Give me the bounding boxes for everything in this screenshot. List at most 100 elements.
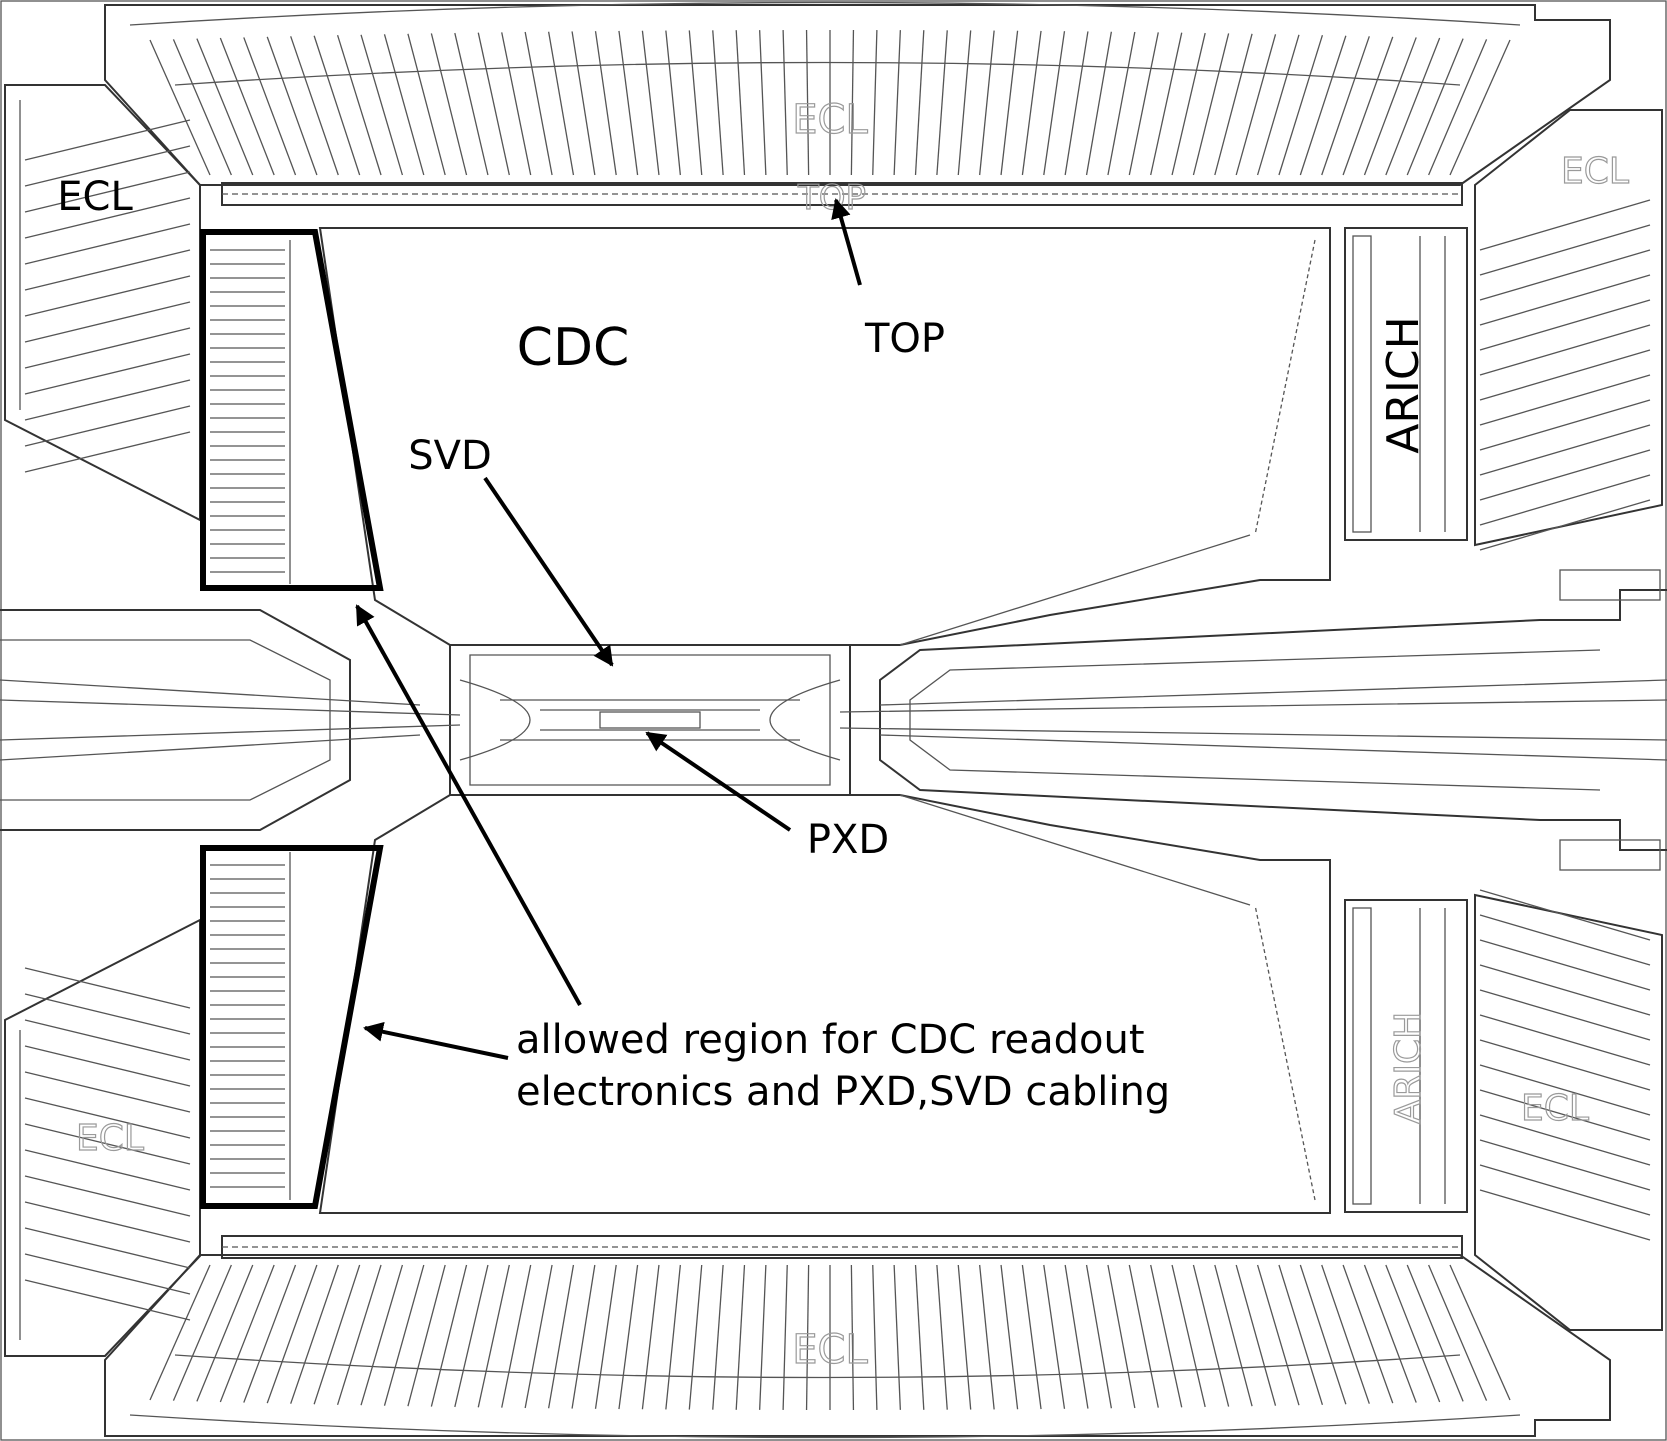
ecl-crystal bbox=[196, 38, 254, 176]
ecl-crystal bbox=[914, 1264, 925, 1410]
ecl-crystal bbox=[360, 34, 404, 176]
ecl-crystal bbox=[979, 30, 995, 176]
ecl-crystal bbox=[24, 171, 191, 213]
ecl-crystal bbox=[1085, 1264, 1113, 1409]
ecl-crystal bbox=[24, 379, 191, 421]
ecl-crystal bbox=[872, 1264, 878, 1410]
svd-label: SVD bbox=[408, 433, 492, 479]
ecl-crystal bbox=[243, 37, 297, 176]
ecl-crystal bbox=[872, 30, 878, 176]
beamline-left bbox=[0, 609, 461, 831]
ecl-crystal bbox=[688, 30, 703, 176]
lower-region-arrow bbox=[363, 1021, 509, 1060]
ecl-endcap-left-top bbox=[4, 84, 201, 522]
ecl-crystal bbox=[1479, 274, 1651, 326]
ecl-crystal bbox=[735, 1264, 746, 1410]
ecl-crystal bbox=[454, 32, 489, 176]
svd-arrow bbox=[483, 476, 614, 667]
ecl-crystal bbox=[1342, 1264, 1394, 1404]
ecl-crystal bbox=[1000, 1264, 1019, 1410]
ecl-crystal bbox=[24, 993, 191, 1035]
note-line2: electronics and PXD,SVD cabling bbox=[516, 1069, 1170, 1115]
ecl-crystal bbox=[618, 1264, 639, 1410]
ecl-crystal bbox=[1192, 33, 1230, 176]
ecl-crystal bbox=[712, 1264, 724, 1410]
ecl-crystal bbox=[1479, 1139, 1651, 1191]
ecl-crystal bbox=[1479, 299, 1651, 351]
ecl-crystal bbox=[477, 1264, 510, 1408]
ecl-crystal bbox=[1479, 889, 1651, 941]
ecl-crystal bbox=[24, 967, 191, 1009]
ecl-crystal bbox=[979, 1264, 995, 1410]
ecl-crystal bbox=[1107, 1264, 1136, 1409]
ecl-crystal bbox=[1479, 939, 1651, 991]
ecl-crystal bbox=[1449, 1264, 1511, 1401]
ecl-crystal bbox=[893, 30, 901, 176]
ecl-crystal bbox=[24, 249, 191, 291]
ecl-crystal bbox=[336, 35, 382, 176]
ecl-crystal bbox=[759, 30, 767, 176]
ecl-crystal bbox=[1235, 1264, 1277, 1406]
ecl-crystal bbox=[1363, 1264, 1417, 1403]
ecl-barrel-bottom bbox=[104, 1254, 1611, 1439]
ecl-crystal bbox=[1299, 1264, 1347, 1405]
ecl-crystal bbox=[524, 1264, 553, 1409]
arich-top-label: ARICH bbox=[1378, 316, 1429, 453]
ecl-crystal bbox=[712, 30, 724, 176]
ecl-crystal bbox=[1479, 1039, 1651, 1091]
beamline-right bbox=[839, 569, 1667, 871]
ecl-crystal bbox=[149, 1264, 211, 1401]
ecl-crystal bbox=[1385, 1264, 1441, 1403]
ecl-crystal bbox=[1214, 33, 1253, 176]
ecl-crystal bbox=[477, 32, 510, 176]
ecl-crystal bbox=[1479, 1089, 1651, 1141]
ecl-crystal bbox=[172, 39, 232, 176]
ecl-crystal bbox=[172, 1264, 232, 1401]
ecl-crystal bbox=[24, 327, 191, 369]
ecl-crystal bbox=[850, 1264, 855, 1410]
ecl-crystal bbox=[1428, 39, 1488, 176]
arich-lower-box bbox=[1344, 899, 1468, 1213]
ecl-crystal bbox=[1479, 1114, 1651, 1166]
ecl-crystal bbox=[24, 1201, 191, 1243]
ecl-top-center-label: ECL bbox=[792, 97, 868, 143]
ecl-crystal bbox=[1107, 31, 1136, 176]
ecl-crystal bbox=[1479, 324, 1651, 376]
ecl-crystal bbox=[407, 1264, 446, 1407]
ecl-crystal bbox=[24, 1253, 191, 1295]
ecl-crystal bbox=[1479, 1189, 1651, 1241]
ecl-crystal bbox=[1479, 914, 1651, 966]
arich-bottom-label: ARICH bbox=[1388, 1012, 1429, 1124]
ecl-crystal bbox=[1479, 399, 1651, 451]
ecl-crystal bbox=[360, 1264, 404, 1406]
ecl-crystal bbox=[1043, 31, 1066, 176]
ecl-crystal bbox=[243, 1264, 297, 1403]
ecl-crystal bbox=[936, 1264, 948, 1410]
ecl-crystal bbox=[1171, 32, 1206, 176]
ecl-crystal bbox=[1278, 1264, 1324, 1405]
ecl-top-right-label: ECL bbox=[1561, 151, 1629, 192]
ecl-crystal bbox=[1043, 1264, 1066, 1409]
ecl-crystal bbox=[1479, 1164, 1651, 1216]
pxd-arrow bbox=[645, 731, 792, 832]
ecl-crystal bbox=[1428, 1264, 1488, 1401]
ecl-crystal bbox=[688, 1264, 703, 1410]
ecl-crystal bbox=[1192, 1264, 1230, 1407]
ecl-crystal bbox=[1256, 34, 1300, 176]
ecl-crystal bbox=[196, 1264, 254, 1402]
upper-region-arrow bbox=[355, 604, 582, 1006]
ecl-crystal bbox=[805, 30, 810, 176]
readout-region-upper bbox=[200, 229, 384, 591]
ecl-crystal bbox=[641, 1264, 660, 1410]
ecl-crystal bbox=[547, 31, 575, 176]
ecl-crystal bbox=[1479, 989, 1651, 1041]
ecl-crystal bbox=[1479, 424, 1651, 476]
ecl-crystal bbox=[336, 1264, 382, 1405]
ecl-crystal bbox=[1479, 449, 1651, 501]
ecl-endcap-right-top bbox=[1474, 109, 1663, 551]
vertex-detector bbox=[449, 644, 851, 796]
ecl-crystal bbox=[24, 1149, 191, 1191]
ecl-crystal bbox=[24, 405, 191, 447]
ecl-crystal bbox=[1064, 1264, 1089, 1409]
ecl-crystal bbox=[1479, 1064, 1651, 1116]
